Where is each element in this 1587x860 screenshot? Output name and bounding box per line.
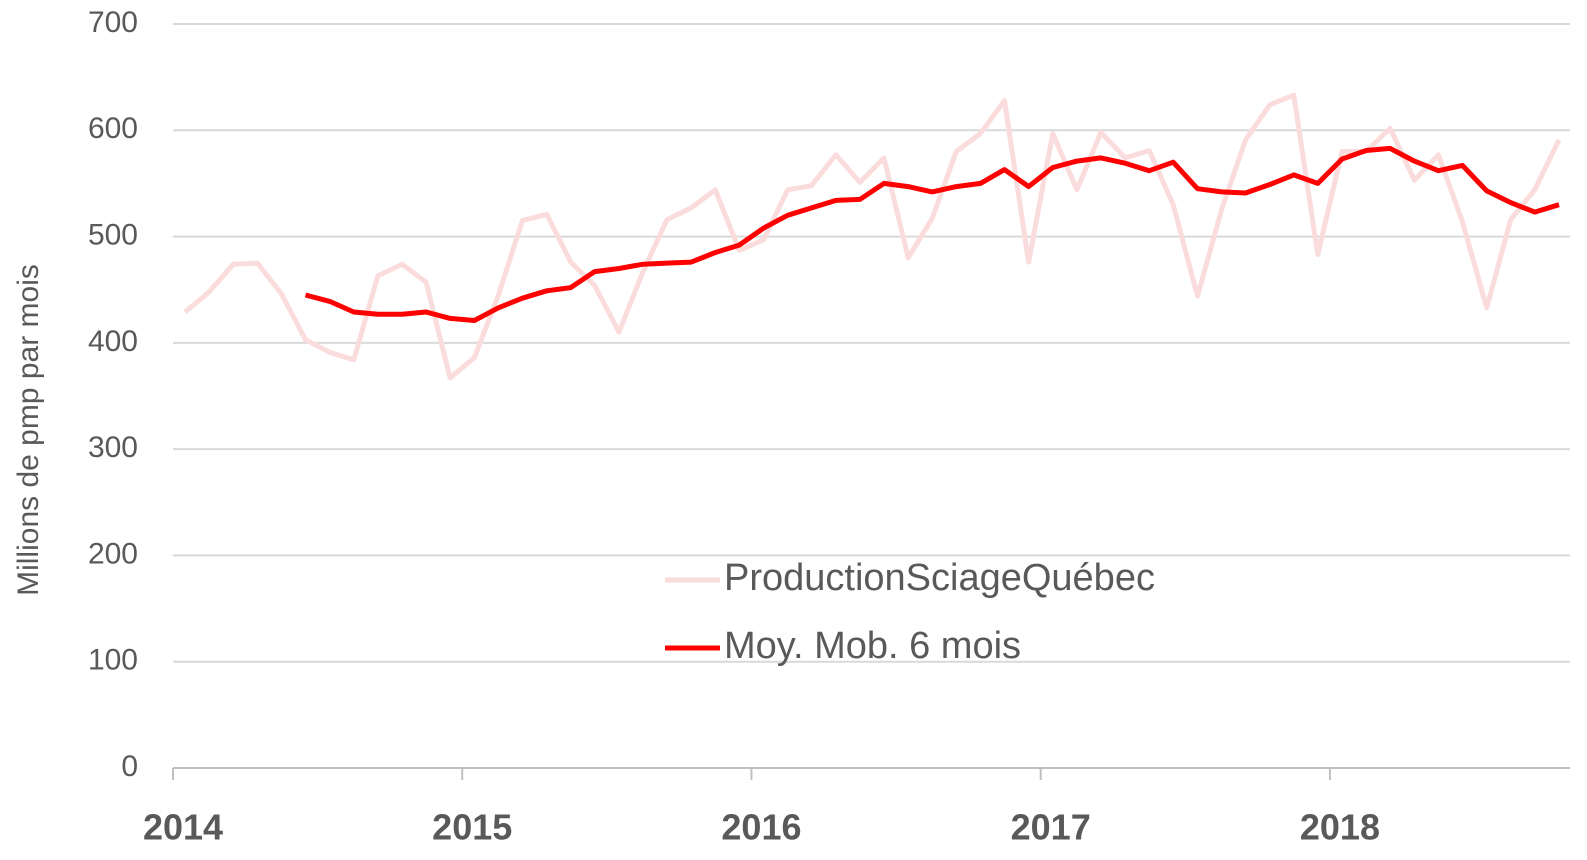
y-tick-label: 700 bbox=[88, 6, 138, 39]
legend-label: ProductionSciageQuébec bbox=[724, 557, 1155, 599]
x-tick-label: 2014 bbox=[143, 807, 223, 848]
x-tick-label: 2018 bbox=[1300, 807, 1380, 848]
y-tick-label: 300 bbox=[88, 431, 138, 464]
y-tick-label: 500 bbox=[88, 218, 138, 251]
y-tick-label: 200 bbox=[88, 537, 138, 570]
y-tick-label: 0 bbox=[121, 750, 138, 783]
series-line bbox=[183, 92, 1562, 381]
y-tick-label: 400 bbox=[88, 325, 138, 358]
legend-label: Moy. Mob. 6 mois bbox=[724, 625, 1021, 667]
series-line bbox=[304, 145, 1560, 323]
x-tick-label: 2015 bbox=[432, 807, 512, 848]
y-tick-label: 100 bbox=[88, 644, 138, 677]
x-tick-label: 2016 bbox=[721, 807, 801, 848]
x-tick-label: 2017 bbox=[1011, 807, 1091, 848]
y-axis-title: Millions de pmp par mois bbox=[12, 264, 45, 596]
y-tick-label: 600 bbox=[88, 112, 138, 145]
